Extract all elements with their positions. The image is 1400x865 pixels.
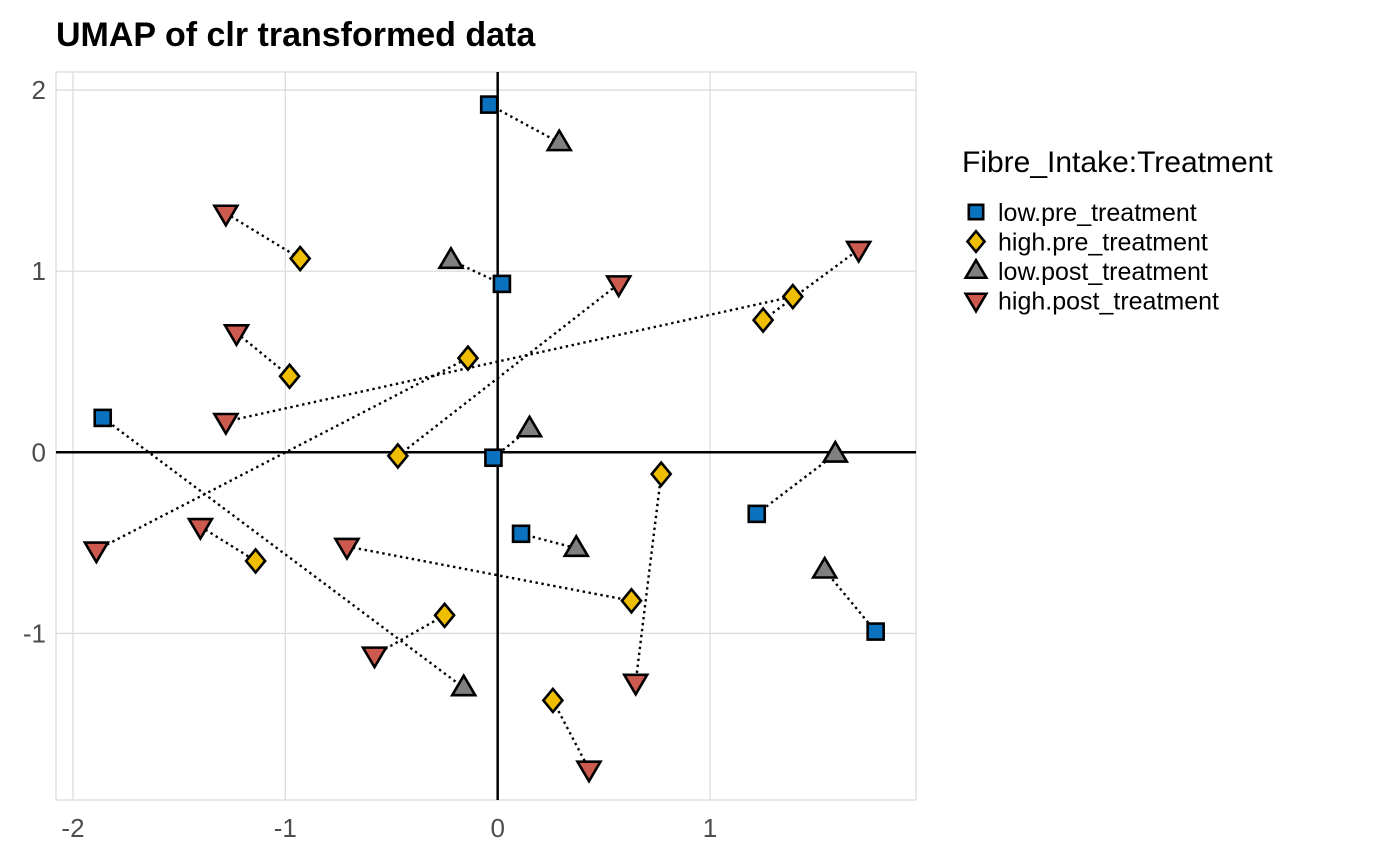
grid-lines bbox=[56, 72, 916, 800]
point-low-pre-treatment bbox=[93, 408, 113, 428]
point-high-pre-treatment bbox=[289, 244, 312, 273]
point-high-pre-treatment bbox=[751, 306, 775, 334]
pair-connector-line bbox=[634, 473, 663, 683]
point-high-post-treatment bbox=[360, 646, 389, 670]
plot-panel bbox=[55, 71, 917, 801]
x-tick-labels: -2 -1 0 1 bbox=[61, 813, 717, 843]
point-high-post-treatment bbox=[212, 412, 240, 437]
chart-title: UMAP of clr transformed data bbox=[56, 16, 536, 54]
point-low-post-treatment bbox=[821, 439, 850, 463]
point-high-post-treatment bbox=[82, 541, 111, 565]
x-tick-label: 1 bbox=[703, 813, 717, 843]
point-high-pre-treatment bbox=[649, 460, 673, 488]
point-low-pre-treatment bbox=[484, 448, 503, 468]
pair-connector-line bbox=[235, 331, 291, 378]
zero-axes bbox=[56, 72, 916, 800]
legend-label: low.pre_treatment bbox=[998, 199, 1197, 227]
x-tick-label: 0 bbox=[490, 813, 504, 843]
legend-title: Fibre_Intake:Treatment bbox=[962, 146, 1273, 179]
point-low-pre-treatment bbox=[866, 622, 885, 641]
pair-connector-line bbox=[225, 295, 794, 423]
pair-connector-line bbox=[762, 248, 860, 322]
point-high-pre-treatment bbox=[433, 601, 456, 629]
pair-connector-line bbox=[488, 103, 560, 144]
point-high-post-treatment bbox=[186, 517, 215, 542]
y-tick-labels: 2 1 0 -1 bbox=[23, 75, 46, 648]
legend-key-high-post-treatment bbox=[963, 292, 989, 314]
point-high-pre-treatment bbox=[781, 283, 805, 311]
y-tick-label: 0 bbox=[32, 437, 46, 467]
pair-connector-line bbox=[199, 525, 257, 562]
pair-connector-line bbox=[101, 416, 465, 689]
y-tick-label: 1 bbox=[32, 256, 46, 286]
pair-connector-line bbox=[756, 453, 837, 515]
legend-label: high.post_treatment bbox=[998, 288, 1219, 316]
pair-connector-line bbox=[225, 212, 301, 260]
y-tick-label: -1 bbox=[23, 618, 46, 648]
x-tick-label: -1 bbox=[274, 813, 297, 843]
pair-connector-line bbox=[95, 357, 469, 552]
legend-label: low.post_treatment bbox=[998, 258, 1208, 286]
point-high-pre-treatment bbox=[244, 547, 267, 575]
point-high-post-treatment bbox=[621, 673, 650, 697]
point-high-post-treatment bbox=[333, 537, 361, 562]
point-low-post-treatment bbox=[562, 533, 591, 558]
pair-connector-line bbox=[346, 545, 632, 602]
point-high-pre-treatment bbox=[541, 686, 565, 714]
pair-connector-line bbox=[551, 699, 591, 770]
legend-label: high.pre_treatment bbox=[998, 229, 1208, 257]
legend-key-low-pre-treatment bbox=[967, 203, 985, 221]
point-low-pre-treatment bbox=[511, 524, 531, 544]
point-low-post-treatment bbox=[437, 245, 465, 270]
point-low-pre-treatment bbox=[492, 274, 512, 294]
point-low-post-treatment bbox=[515, 414, 544, 438]
x-tick-label: -2 bbox=[61, 813, 84, 843]
pair-connector-line bbox=[823, 569, 877, 633]
point-high-pre-treatment bbox=[620, 587, 643, 615]
pair-connector-line bbox=[397, 282, 620, 457]
data-points bbox=[82, 95, 885, 784]
point-low-pre-treatment bbox=[747, 504, 767, 524]
y-tick-label: 2 bbox=[32, 75, 46, 105]
point-high-pre-treatment bbox=[456, 344, 480, 372]
point-low-post-treatment bbox=[810, 555, 839, 579]
point-high-post-treatment bbox=[844, 240, 873, 265]
point-low-post-treatment bbox=[449, 673, 478, 697]
point-low-pre-treatment bbox=[479, 95, 499, 114]
legend: Fibre_Intake:Treatment low.pre_treatment… bbox=[962, 146, 1273, 316]
point-low-post-treatment bbox=[545, 128, 574, 152]
point-high-pre-treatment bbox=[278, 362, 301, 390]
point-high-post-treatment bbox=[604, 275, 633, 299]
point-high-post-treatment bbox=[212, 204, 240, 228]
pair-connector-lines bbox=[95, 103, 877, 770]
legend-key-low-post-treatment bbox=[963, 257, 989, 280]
point-high-pre-treatment bbox=[386, 442, 410, 470]
point-high-post-treatment bbox=[575, 760, 603, 784]
legend-key-high-pre-treatment bbox=[965, 229, 987, 254]
point-high-post-treatment bbox=[222, 323, 251, 348]
